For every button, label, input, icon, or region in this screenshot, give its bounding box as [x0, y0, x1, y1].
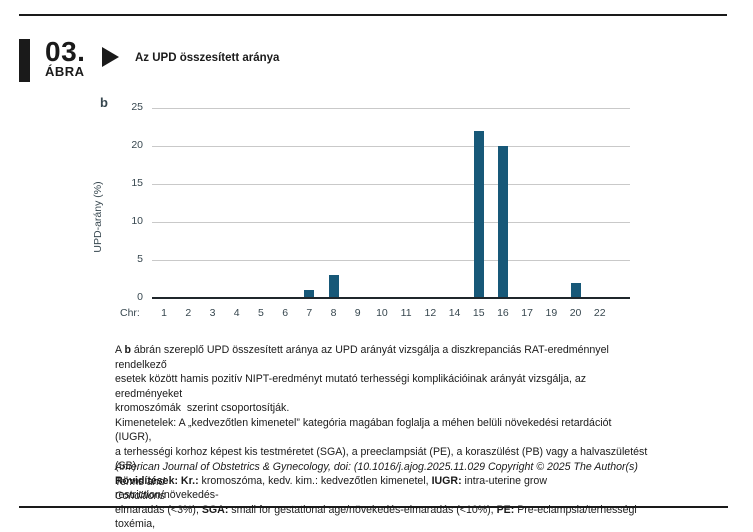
figure-number-caption: ÁBRA [45, 64, 85, 79]
bar-column: 2 [176, 108, 200, 319]
caption-text-bold: IUGR: [431, 474, 462, 487]
caption-text: kromoszóma, kedv. kim.: kedvezőtlen kime… [198, 474, 432, 487]
bar-column: 14 [442, 108, 466, 319]
top-rule [19, 14, 727, 16]
y-tick-label: 25 [131, 101, 143, 113]
x-tick-label: 7 [306, 307, 313, 319]
x-tick-label: 12 [424, 307, 437, 319]
bar-chr-20 [570, 282, 581, 298]
x-tick-label: 6 [282, 307, 289, 319]
citation: American Journal of Obstetrics & Gynecol… [115, 460, 650, 504]
caption-text: intra-uterine grow restriction/növekedés… [115, 474, 550, 502]
gridline [152, 260, 630, 261]
x-tick-label: 5 [257, 307, 264, 319]
gridline [152, 222, 630, 223]
bar-column: 15 [467, 108, 491, 319]
bar-chr-15 [473, 130, 484, 298]
x-tick-label: 10 [376, 307, 388, 319]
x-tick-label: 17 [521, 307, 533, 319]
bar-column: 19 [539, 108, 563, 319]
bar-column: 11 [394, 108, 418, 319]
bar-column: 16 [491, 108, 515, 319]
x-tick-label: 19 [545, 307, 558, 319]
caption-line: esetek között hamis pozitív NIPT-eredmén… [115, 373, 589, 400]
x-tick-label: 2 [185, 307, 192, 319]
bar-column: 4 [225, 108, 249, 319]
bar-column: 12 [418, 108, 442, 319]
x-tick-label: 9 [354, 307, 361, 319]
x-tick-label: 8 [330, 307, 337, 319]
x-tick-label: 22 [593, 307, 606, 319]
gridline [152, 184, 630, 185]
x-tick-label: 16 [497, 307, 509, 319]
citation-line: Conditions [115, 490, 166, 502]
y-tick-label: 20 [131, 139, 143, 151]
x-tick-label: 15 [472, 307, 485, 319]
caption-text: ábrán szereplő UPD összesített aránya az… [115, 344, 612, 371]
x-tick-label: 1 [161, 307, 168, 319]
bar-column: 22 [588, 108, 612, 319]
bar-column: 7 [297, 108, 321, 319]
caption-text-bold: Rövidítések: Kr.: [115, 474, 199, 487]
caption-line: Kimenetelek: A „kedvezőtlen kimenetel” k… [115, 416, 615, 444]
plot-area: 1 2 3 4 5 6 7 8 9 10 11 12 14 15 16 17 19 20 22 [152, 108, 630, 319]
bar-column: 3 [200, 108, 224, 319]
bar-column: 1 [152, 108, 176, 319]
caption-line: kromoszómák szerint csoportosítják. [115, 402, 290, 414]
bar-columns: 1 2 3 4 5 6 7 8 9 10 11 12 14 15 16 17 19 20 22 [152, 108, 612, 319]
y-tick-label: 10 [131, 215, 143, 227]
figure-caption: A b ábrán szereplő UPD összesített arány… [115, 343, 650, 532]
y-tick-label: 15 [131, 177, 143, 189]
caption-line: Rövidítések: Kr.: kromoszóma, kedv. kim.… [115, 474, 650, 503]
caption-line: a terhességi korhoz képest kis testméret… [115, 445, 651, 473]
x-tick-label: 14 [448, 307, 461, 319]
bar-column: 17 [515, 108, 539, 319]
bar-chr-8 [328, 275, 339, 298]
panel-label: b [100, 95, 108, 110]
x-tick-label: 3 [209, 307, 216, 319]
y-axis-title: UPD-arány (%) [92, 181, 104, 253]
gridline [152, 146, 630, 147]
bar-column: 6 [273, 108, 297, 319]
figure-number-bar [19, 39, 30, 82]
bar-column: 9 [346, 108, 370, 319]
x-axis-prefix-label: Chr: [120, 307, 140, 319]
bar-column: 8 [321, 108, 345, 319]
caption-line: A b ábrán szereplő UPD összesített arány… [115, 343, 650, 372]
figure-title: Az UPD összesített aránya [135, 52, 280, 64]
figure-number: 03. [45, 36, 86, 67]
y-tick-label: 5 [137, 253, 143, 265]
bottom-rule [19, 506, 728, 508]
caption-text: A [115, 344, 125, 356]
caption-text-bold: b [124, 344, 131, 356]
bar-column: 10 [370, 108, 394, 319]
x-axis-line [152, 297, 630, 299]
bar-column: 5 [249, 108, 273, 319]
bar-chr-16 [497, 146, 508, 298]
x-tick-label: 11 [400, 307, 412, 319]
gridline [152, 108, 630, 109]
citation-line: American Journal of Obstetrics & Gynecol… [115, 461, 638, 488]
x-tick-label: 20 [569, 307, 582, 319]
bar-column: 20 [563, 108, 587, 319]
x-tick-label: 4 [233, 307, 240, 319]
arrow-right-icon [102, 47, 119, 67]
y-tick-label: 0 [137, 291, 143, 303]
bar-chr-7 [304, 290, 315, 298]
